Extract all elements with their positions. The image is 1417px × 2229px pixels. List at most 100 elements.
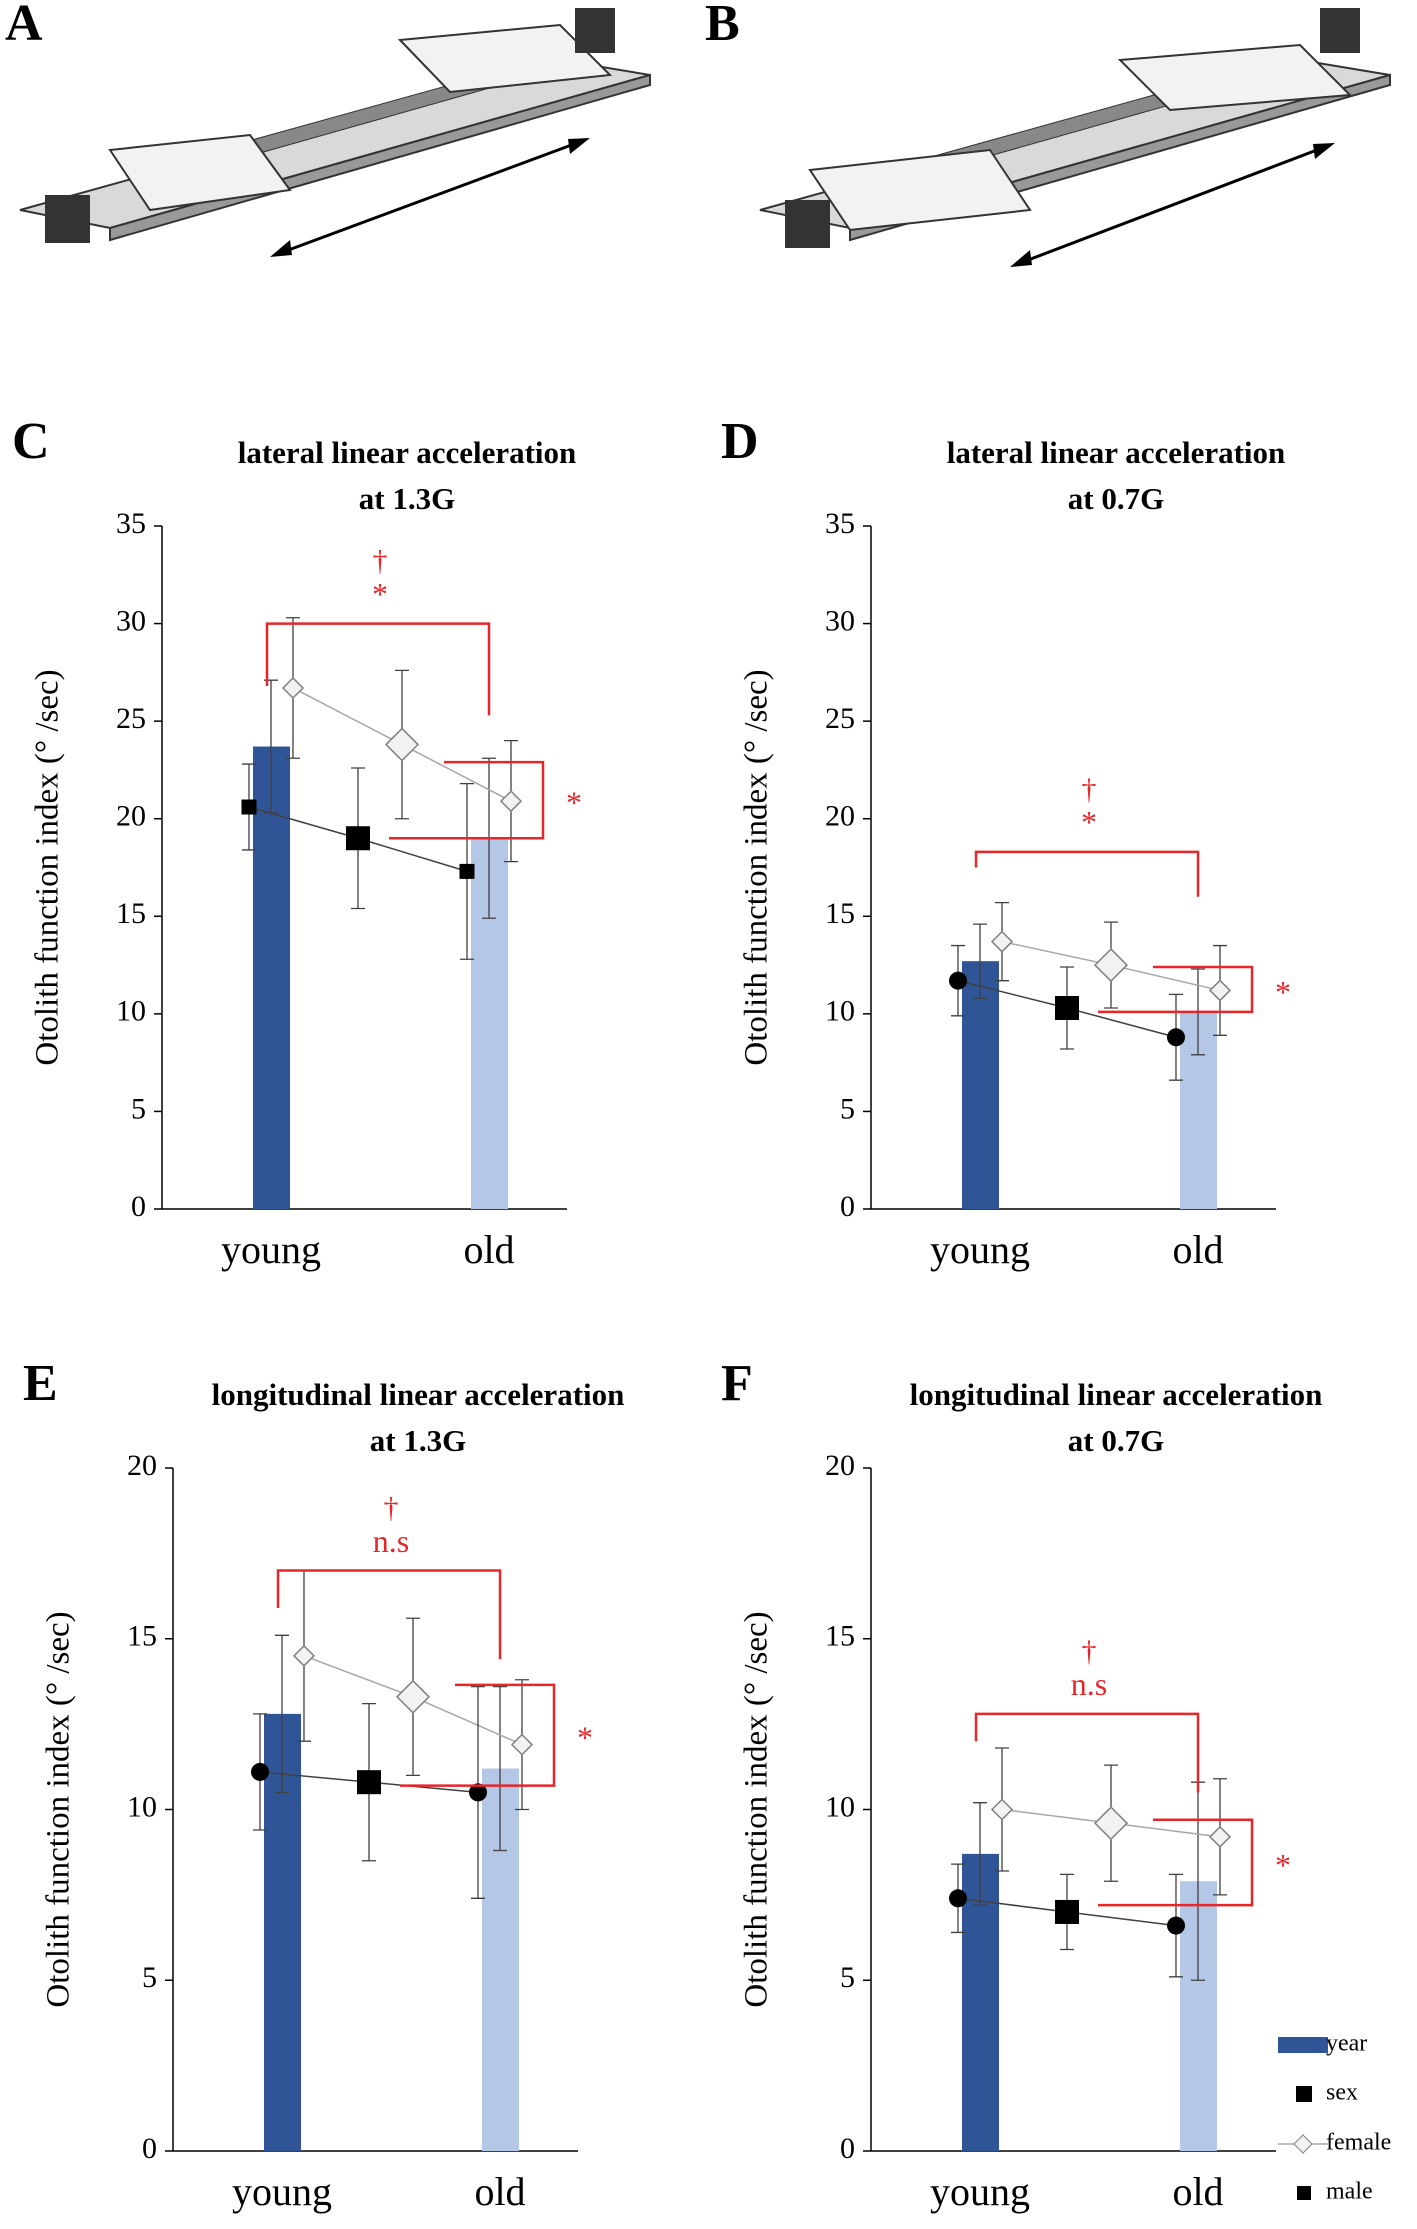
- panel-label: A: [5, 0, 43, 52]
- annotation: *: [577, 1720, 593, 1756]
- marker-square: [459, 863, 475, 879]
- bracket: [400, 1683, 556, 1787]
- annotation: †: [1082, 773, 1097, 806]
- legend-swatch: [1297, 2186, 1311, 2200]
- marker-circle: [251, 1762, 269, 1781]
- bracket: [1098, 1818, 1254, 1907]
- y-tick-label: 15: [825, 1620, 855, 1653]
- y-tick-label: 5: [142, 1961, 157, 1994]
- bracket: [974, 1712, 1200, 1793]
- y-tick-label: 5: [840, 1092, 855, 1125]
- chart-subtitle: at 1.3G: [359, 481, 455, 516]
- panel-label: E: [23, 1355, 58, 1412]
- y-tick-label: 15: [127, 1620, 157, 1653]
- bracket: [276, 1569, 502, 1660]
- marker-diamond: [510, 1733, 534, 1756]
- legend-swatch: [1293, 2134, 1313, 2154]
- illustration-a: A: [5, 0, 651, 257]
- y-tick-label: 25: [825, 702, 855, 735]
- y-axis-label: Otolith function index (° /sec): [41, 1611, 77, 2007]
- y-tick-label: 0: [840, 2132, 855, 2165]
- legend-label: sex: [1326, 2080, 1358, 2106]
- annotation: †: [384, 1491, 399, 1524]
- bar: [253, 746, 290, 1209]
- chart-subtitle: at 1.3G: [370, 1423, 466, 1458]
- marker-circle: [1167, 1916, 1185, 1935]
- y-tick-label: 5: [131, 1092, 146, 1125]
- annotation: n.s: [373, 1523, 409, 1559]
- marker-diamond: [1208, 1825, 1232, 1848]
- bracket: [1098, 965, 1254, 1014]
- panel-label: D: [721, 413, 759, 470]
- y-tick-label: 20: [825, 1449, 855, 1482]
- marker-diamond: [1208, 979, 1232, 1002]
- x-tick-label: old: [1172, 1227, 1223, 1272]
- legend-label: year: [1326, 2031, 1367, 2057]
- y-tick-label: 10: [116, 995, 146, 1028]
- bar: [962, 961, 999, 1209]
- panel-label: F: [721, 1355, 753, 1412]
- legend-swatch: [1278, 2037, 1328, 2053]
- annotation: n.s: [1071, 1666, 1107, 1702]
- x-tick-label: young: [221, 1227, 321, 1272]
- marker-square: [346, 826, 370, 851]
- error-bar: [275, 1634, 289, 1794]
- x-tick-label: old: [1172, 2169, 1223, 2214]
- marker-diamond: [990, 1798, 1014, 1821]
- legend-label: female: [1326, 2130, 1391, 2156]
- y-axis-label: Otolith function index (° /sec): [739, 669, 775, 1065]
- marker-circle: [949, 971, 967, 990]
- marker-square: [1055, 996, 1079, 1021]
- y-tick-label: 35: [825, 507, 855, 540]
- annotation: *: [1081, 804, 1097, 840]
- marker-square: [241, 799, 257, 815]
- marker-diamond: [281, 676, 305, 700]
- marker-circle: [1167, 1028, 1185, 1047]
- y-tick-label: 35: [116, 507, 146, 540]
- marker-diamond: [395, 1679, 431, 1714]
- bracket: [974, 850, 1200, 897]
- panel-label: C: [12, 413, 50, 470]
- marker-diamond: [1093, 1806, 1129, 1841]
- marker-diamond: [990, 930, 1014, 953]
- annotation: *: [1275, 974, 1291, 1010]
- annotation: †: [373, 544, 388, 577]
- y-tick-label: 25: [116, 702, 146, 735]
- x-tick-label: young: [930, 1227, 1030, 1272]
- y-tick-label: 15: [825, 897, 855, 930]
- error-bar: [493, 1685, 507, 1852]
- marker-diamond: [1093, 948, 1129, 983]
- y-tick-label: 5: [840, 1961, 855, 1994]
- marker-square: [357, 1770, 381, 1795]
- marker-diamond: [292, 1644, 316, 1667]
- y-tick-label: 20: [825, 800, 855, 833]
- annotation: *: [566, 785, 582, 821]
- annotation: †: [1082, 1635, 1097, 1668]
- legend-swatch: [1296, 2086, 1312, 2102]
- chart-title: longitudinal linear acceleration: [212, 1377, 625, 1412]
- marker-square: [1055, 1899, 1079, 1924]
- y-tick-label: 20: [116, 800, 146, 833]
- chart-subtitle: at 0.7G: [1068, 481, 1164, 516]
- y-axis-label: Otolith function index (° /sec): [739, 1611, 775, 2007]
- y-tick-label: 10: [825, 995, 855, 1028]
- annotation: *: [372, 576, 388, 612]
- y-tick-label: 10: [825, 1790, 855, 1823]
- marker-diamond: [384, 727, 420, 762]
- y-tick-label: 30: [116, 604, 146, 637]
- x-tick-label: young: [930, 2169, 1030, 2214]
- bracket: [265, 622, 491, 716]
- marker-circle: [949, 1889, 967, 1908]
- y-tick-label: 0: [131, 1190, 146, 1223]
- annotation: *: [1275, 1847, 1291, 1883]
- y-tick-label: 20: [127, 1449, 157, 1482]
- x-tick-label: old: [463, 1227, 514, 1272]
- illustration-b: B: [705, 0, 1391, 267]
- marker-diamond: [499, 790, 523, 813]
- x-tick-label: old: [474, 2169, 525, 2214]
- y-tick-label: 0: [840, 1190, 855, 1223]
